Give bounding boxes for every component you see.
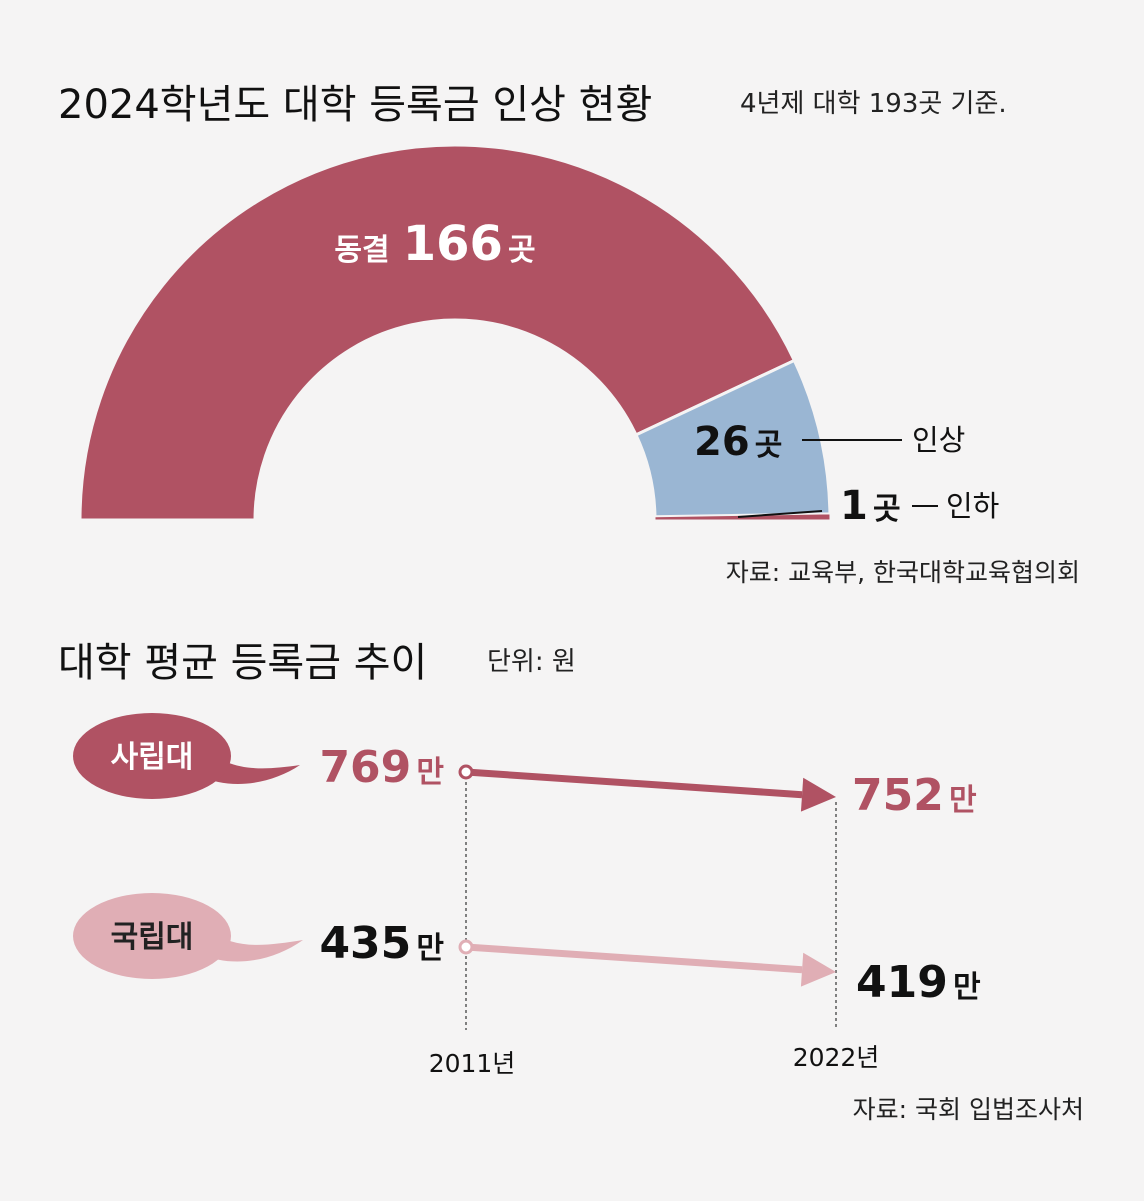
slice-lowered-value: 1 <box>840 483 868 529</box>
trend-unit: 단위: 원 <box>487 647 576 677</box>
slice-frozen-value: 166 <box>403 216 503 272</box>
series-national-line <box>465 943 803 974</box>
series-private-arrowhead <box>800 777 836 812</box>
series-national-point-2011 <box>458 939 474 955</box>
x-tick-2011: 2011년 <box>429 1049 516 1078</box>
callout-line-lowered <box>737 510 823 518</box>
callout-raised: 인상 <box>912 423 965 457</box>
trend-title: 대학 평균 등록금 추이 <box>58 640 427 686</box>
source-2: 자료: 국회 입법조사처 <box>853 1095 1084 1124</box>
slice-raised-unit: 곳 <box>755 428 783 463</box>
slice-lowered-unit: 곳 <box>873 492 901 527</box>
donut-title: 2024학년도 대학 등록금 인상 현황 <box>58 82 652 128</box>
bubble-private-label: 사립대 <box>111 740 194 775</box>
slice-frozen-label: 동결 166 곳 <box>334 216 535 272</box>
slice-frozen-name: 동결 <box>334 233 389 268</box>
label-private-2011: 769 만 <box>319 742 444 793</box>
slice-frozen-unit: 곳 <box>508 233 536 268</box>
donut-chart <box>78 143 832 522</box>
slice-raised-value: 26 <box>694 419 750 465</box>
callout-lowered: 인하 <box>946 489 999 523</box>
slice-raised-label: 26 곳 <box>694 419 782 465</box>
slice-lowered-label: 1 곳 <box>840 483 901 529</box>
label-national-2022: 419 만 <box>856 957 981 1008</box>
source-1: 자료: 교육부, 한국대학교육협의회 <box>726 558 1080 587</box>
donut-subtitle: 4년제 대학 193곳 기준. <box>740 89 1007 119</box>
bubble-national: 국립대 <box>73 893 303 979</box>
series-private-point-2011 <box>458 764 474 780</box>
series-national-arrowhead <box>800 952 836 987</box>
bubble-national-label: 국립대 <box>111 920 194 955</box>
bubble-private: 사립대 <box>73 713 300 799</box>
label-private-2022: 752 만 <box>852 770 977 821</box>
x-tick-2022: 2022년 <box>793 1043 880 1072</box>
series-private-line <box>465 768 803 799</box>
label-national-2011: 435 만 <box>319 918 444 969</box>
slice-frozen <box>78 143 797 522</box>
